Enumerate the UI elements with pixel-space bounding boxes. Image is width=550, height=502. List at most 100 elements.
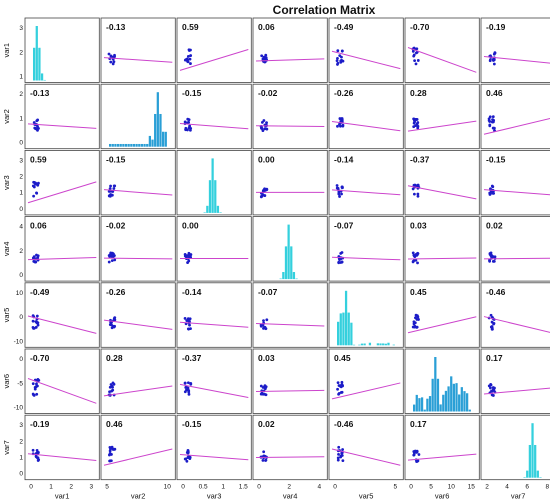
x-tick-label: 1 xyxy=(49,484,53,491)
scatter-point xyxy=(412,453,416,457)
fit-line xyxy=(27,256,97,261)
scatter-point xyxy=(189,62,192,65)
correlation-value: -0.37 xyxy=(182,353,202,363)
fit-line xyxy=(407,453,477,461)
scatter-point xyxy=(416,194,420,198)
correlation-value: -0.13 xyxy=(30,88,50,98)
fit-line xyxy=(331,121,401,132)
scatter-point xyxy=(490,254,494,258)
scatter-point xyxy=(491,185,495,189)
fit-line xyxy=(483,56,550,64)
scatter-point xyxy=(415,325,419,329)
y-axis-label: var6 xyxy=(2,374,11,389)
histogram-bar xyxy=(211,158,214,213)
matrix-cell-border xyxy=(252,149,328,216)
fit-line xyxy=(255,456,325,458)
scatter-point xyxy=(34,181,37,185)
histogram-bar xyxy=(40,73,44,81)
scatter-point xyxy=(189,327,192,331)
scatter-point xyxy=(411,260,415,264)
histogram-bar xyxy=(284,246,288,280)
scatter-point xyxy=(183,381,187,385)
scatter-point xyxy=(488,191,492,195)
scatter-point xyxy=(262,319,265,323)
matrix-cell-border xyxy=(176,348,252,414)
correlation-value: 0.00 xyxy=(182,221,199,231)
fit-line xyxy=(407,257,477,260)
x-tick-label: 4 xyxy=(317,484,321,491)
scatter-point xyxy=(416,261,419,265)
correlation-value: -0.49 xyxy=(334,22,354,32)
scatter-point xyxy=(489,313,493,317)
scatter-point xyxy=(416,124,420,128)
scatter-point xyxy=(37,181,40,185)
correlation-value: -0.15 xyxy=(106,154,126,164)
correlation-value: -0.13 xyxy=(106,22,126,32)
scatter-point xyxy=(412,450,416,453)
scatter-point xyxy=(110,323,113,327)
scatter-point xyxy=(32,255,36,258)
scatter-point xyxy=(412,117,416,121)
scatter-point xyxy=(415,118,419,121)
scatter-point xyxy=(491,115,495,119)
scatter-point xyxy=(336,49,340,53)
histogram-bar xyxy=(156,92,159,147)
correlation-value: 0.03 xyxy=(258,353,275,363)
histogram-bar xyxy=(523,477,526,478)
chart-title: Correlation Matrix xyxy=(273,3,376,17)
histogram-bar xyxy=(43,79,46,81)
matrix-cell-border xyxy=(252,282,328,348)
histogram-bar xyxy=(431,378,434,412)
matrix-cell-border xyxy=(480,348,550,414)
histogram-bar xyxy=(439,404,442,412)
histogram-bar xyxy=(124,143,128,147)
histogram-bar xyxy=(33,47,36,81)
correlation-value: -0.02 xyxy=(258,88,278,98)
histogram-bar xyxy=(114,143,117,147)
fit-line xyxy=(407,316,477,334)
scatter-point xyxy=(413,325,417,329)
correlation-value: 0.46 xyxy=(106,419,123,429)
histogram-bar xyxy=(38,47,41,81)
y-tick-label: 0 xyxy=(19,314,23,321)
scatter-point xyxy=(189,382,193,385)
scatter-point xyxy=(263,392,267,396)
scatter-point xyxy=(417,453,421,456)
scatter-point xyxy=(187,253,190,257)
histogram-bar xyxy=(154,113,157,147)
histogram-bar xyxy=(387,342,390,346)
scatter-point xyxy=(110,255,114,259)
matrix-cell-border xyxy=(480,282,550,348)
scatter-point xyxy=(110,453,113,456)
y-tick-label: 3 xyxy=(19,422,23,429)
scatter-point xyxy=(492,120,495,124)
scatter-point xyxy=(260,126,263,130)
x-tick-label: 2 xyxy=(485,484,489,491)
fit-line xyxy=(103,319,173,330)
histogram-bar xyxy=(342,312,345,346)
x-tick-label: 0 xyxy=(181,484,185,491)
correlation-value: -0.46 xyxy=(486,287,506,297)
correlation-value: -0.46 xyxy=(334,419,354,429)
scatter-point xyxy=(412,121,416,125)
x-tick-label: 10 xyxy=(164,484,172,491)
scatter-point xyxy=(186,386,190,390)
scatter-point xyxy=(490,320,494,324)
scatter-point xyxy=(263,194,267,197)
x-tick-label: 5 xyxy=(105,484,109,491)
scatter-point xyxy=(36,125,39,128)
y-axis-label: var2 xyxy=(2,109,11,124)
scatter-point xyxy=(488,120,492,123)
scatter-point xyxy=(35,191,38,195)
matrix-cell-border xyxy=(404,216,480,282)
histogram-bar xyxy=(148,135,152,147)
scatter-point xyxy=(337,445,341,449)
fit-line xyxy=(483,189,550,196)
x-axis-label: var6 xyxy=(435,492,450,501)
scatter-point xyxy=(185,459,189,463)
scatter-point xyxy=(33,126,37,130)
scatter-point xyxy=(264,385,268,389)
x-tick-label: 5 xyxy=(393,484,397,491)
histogram-bar xyxy=(452,383,456,412)
scatter-point xyxy=(107,260,111,264)
